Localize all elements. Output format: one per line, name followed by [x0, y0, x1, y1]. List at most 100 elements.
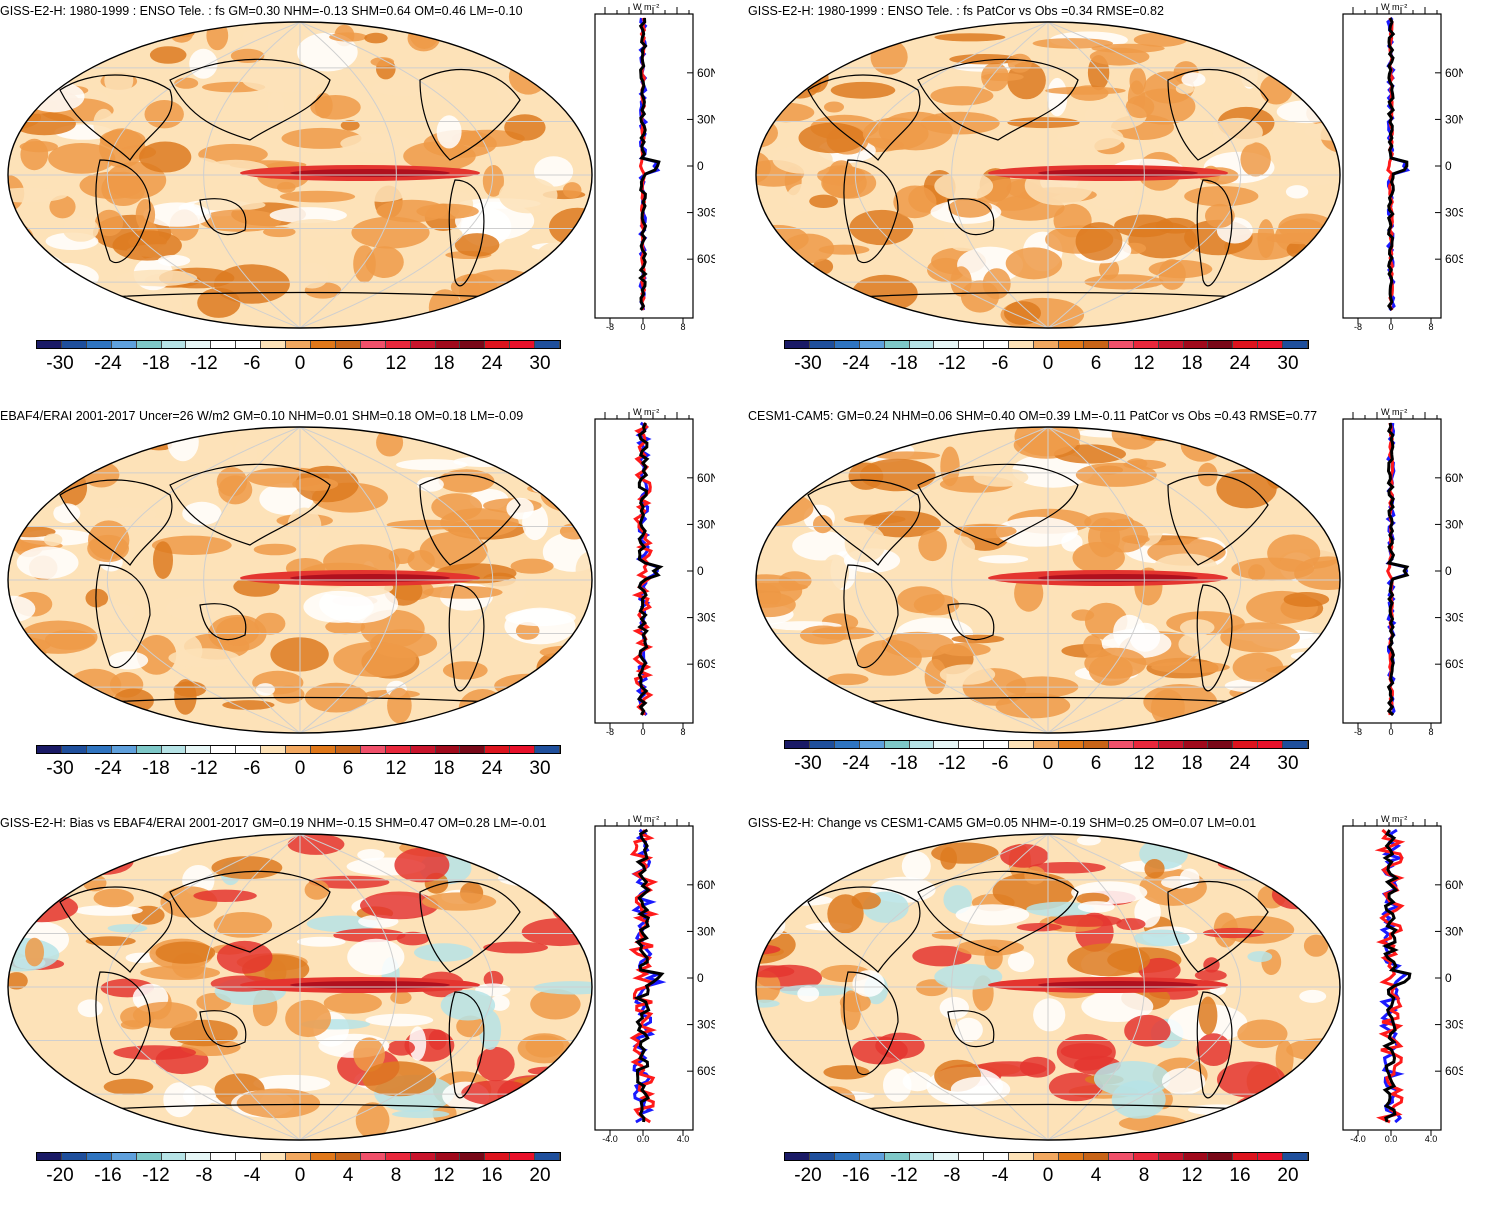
colorbar-swatch [984, 341, 1010, 348]
map-field-patch [333, 641, 417, 677]
map-field-patch [442, 661, 488, 680]
colorbar-swatch [859, 341, 885, 348]
colorbar-swatch [286, 1153, 311, 1160]
colorbar-tick-label: 20 [529, 1165, 551, 1186]
map-field-patch [1178, 632, 1214, 657]
map-field-patch [756, 999, 780, 1008]
map-field-patch [8, 869, 63, 905]
colorbar-swatch [1108, 741, 1134, 748]
profile-line-black [637, 422, 664, 716]
profile-lat-label: 60S [697, 252, 715, 266]
map-field-patch [772, 296, 845, 305]
map-field-patch [8, 501, 32, 527]
colorbar-swatches [784, 740, 1309, 749]
colorbar-labels: -30 -24 -18 -12 -6 0 6 12 18 24 30 [36, 353, 561, 377]
map-field-patch [107, 924, 148, 933]
map-field-patch [153, 541, 173, 579]
map-field-patch [77, 999, 103, 1018]
map-field-patch [756, 292, 797, 321]
longitude-gridline [1047, 834, 1145, 1140]
map-field-patch [109, 38, 126, 54]
map-field-patch [1075, 462, 1157, 487]
colorbar-swatch [1233, 1153, 1259, 1160]
profile-x-tick-label: 0 [1388, 727, 1393, 735]
panel-6: GISS-E2-H: Change vs CESM1-CAM5 GM=0.05 … [748, 812, 1468, 1207]
map-field-patch [25, 49, 57, 76]
colorbar-swatch [435, 1153, 461, 1160]
profile-x-tick-label: 4.0 [677, 1134, 690, 1142]
map-field-patch [504, 114, 546, 141]
colorbar-tick-label: 16 [481, 1165, 503, 1186]
colorbar-swatch [984, 1153, 1010, 1160]
map-field-patch [333, 928, 406, 943]
colorbar-tick-label: -8 [943, 1165, 961, 1186]
profile-line-black [638, 17, 661, 311]
map-field-patch [182, 1085, 216, 1107]
longitude-gridline [854, 22, 1049, 328]
coastline [807, 74, 921, 161]
colorbar-swatch [211, 746, 237, 753]
map-field-patch [167, 427, 199, 462]
colorbar-swatch [385, 341, 411, 348]
map-field-patch [756, 37, 774, 73]
map-field-patch [19, 1113, 99, 1128]
map-field-patch [821, 554, 850, 591]
map-field-patch [43, 263, 73, 286]
map-field-patch [1133, 929, 1190, 947]
colorbar-tick-label: 24 [481, 353, 503, 374]
map-field-patch [881, 631, 954, 658]
map-field-patch [85, 936, 136, 946]
map-field-patch [1299, 1082, 1330, 1093]
map-field-patch [329, 32, 368, 42]
map-field-patch [766, 261, 815, 292]
colorbar-tick-label: -30 [794, 353, 822, 374]
map-field-patch [1280, 689, 1327, 710]
map-field-patch [96, 507, 157, 522]
colorbar-tick-label: -30 [794, 753, 822, 774]
profile-line-red [1386, 422, 1395, 716]
profile-lat-label: 0 [1445, 564, 1452, 578]
map-field-patch [757, 102, 815, 123]
colorbar-tick-label: 16 [1229, 1165, 1251, 1186]
map-field-patch [1138, 957, 1181, 982]
map-field-patch [1129, 622, 1161, 652]
colorbar-tick-label: -12 [938, 353, 966, 374]
map-field-patch [1056, 1034, 1116, 1071]
colorbar-swatch [211, 341, 237, 348]
coastline [1196, 991, 1233, 1099]
profile-lat-label: 60S [1445, 252, 1463, 266]
colorbar-tick-label: -16 [842, 1165, 870, 1186]
profile-unit-label: W m⁻² [1381, 814, 1407, 824]
map-field-patch [99, 129, 146, 150]
map-field-patch [309, 875, 390, 889]
coastline [59, 479, 173, 566]
equatorial-band-core [1038, 574, 1198, 582]
longitude-gridline [106, 22, 301, 328]
global-map [7, 833, 593, 1141]
colorbar-swatch [909, 341, 935, 348]
profile-unit-label: W m⁻² [633, 814, 659, 824]
colorbar-swatches [36, 340, 561, 349]
map-field-patch [387, 1040, 415, 1056]
longitude-gridline [854, 427, 1049, 733]
profile-x-tick-label: -4.0 [602, 1134, 618, 1142]
map-field-patch [113, 1045, 196, 1060]
map-field-patch [454, 233, 500, 257]
colorbar-tick-label: 4 [342, 1165, 354, 1186]
map-field-patch [1000, 844, 1049, 868]
map-field-patch [939, 664, 996, 685]
colorbar-tick-label: 30 [1277, 353, 1299, 374]
map-field-patch [456, 1015, 485, 1038]
map-field-patch [769, 286, 786, 314]
map-field-patch [19, 141, 58, 153]
map-field-patch [62, 216, 99, 242]
colorbar-swatch [460, 746, 486, 753]
map-field-patch [853, 1110, 873, 1138]
colorbar-tick-label: 24 [481, 758, 503, 779]
map-field-patch [74, 905, 143, 916]
map-field-patch [68, 668, 122, 702]
map-field-patch [893, 185, 937, 219]
colorbar-swatch [61, 746, 87, 753]
map-field-patch [103, 1078, 154, 1095]
profile-x-tick-label: 4.0 [1425, 1134, 1438, 1142]
